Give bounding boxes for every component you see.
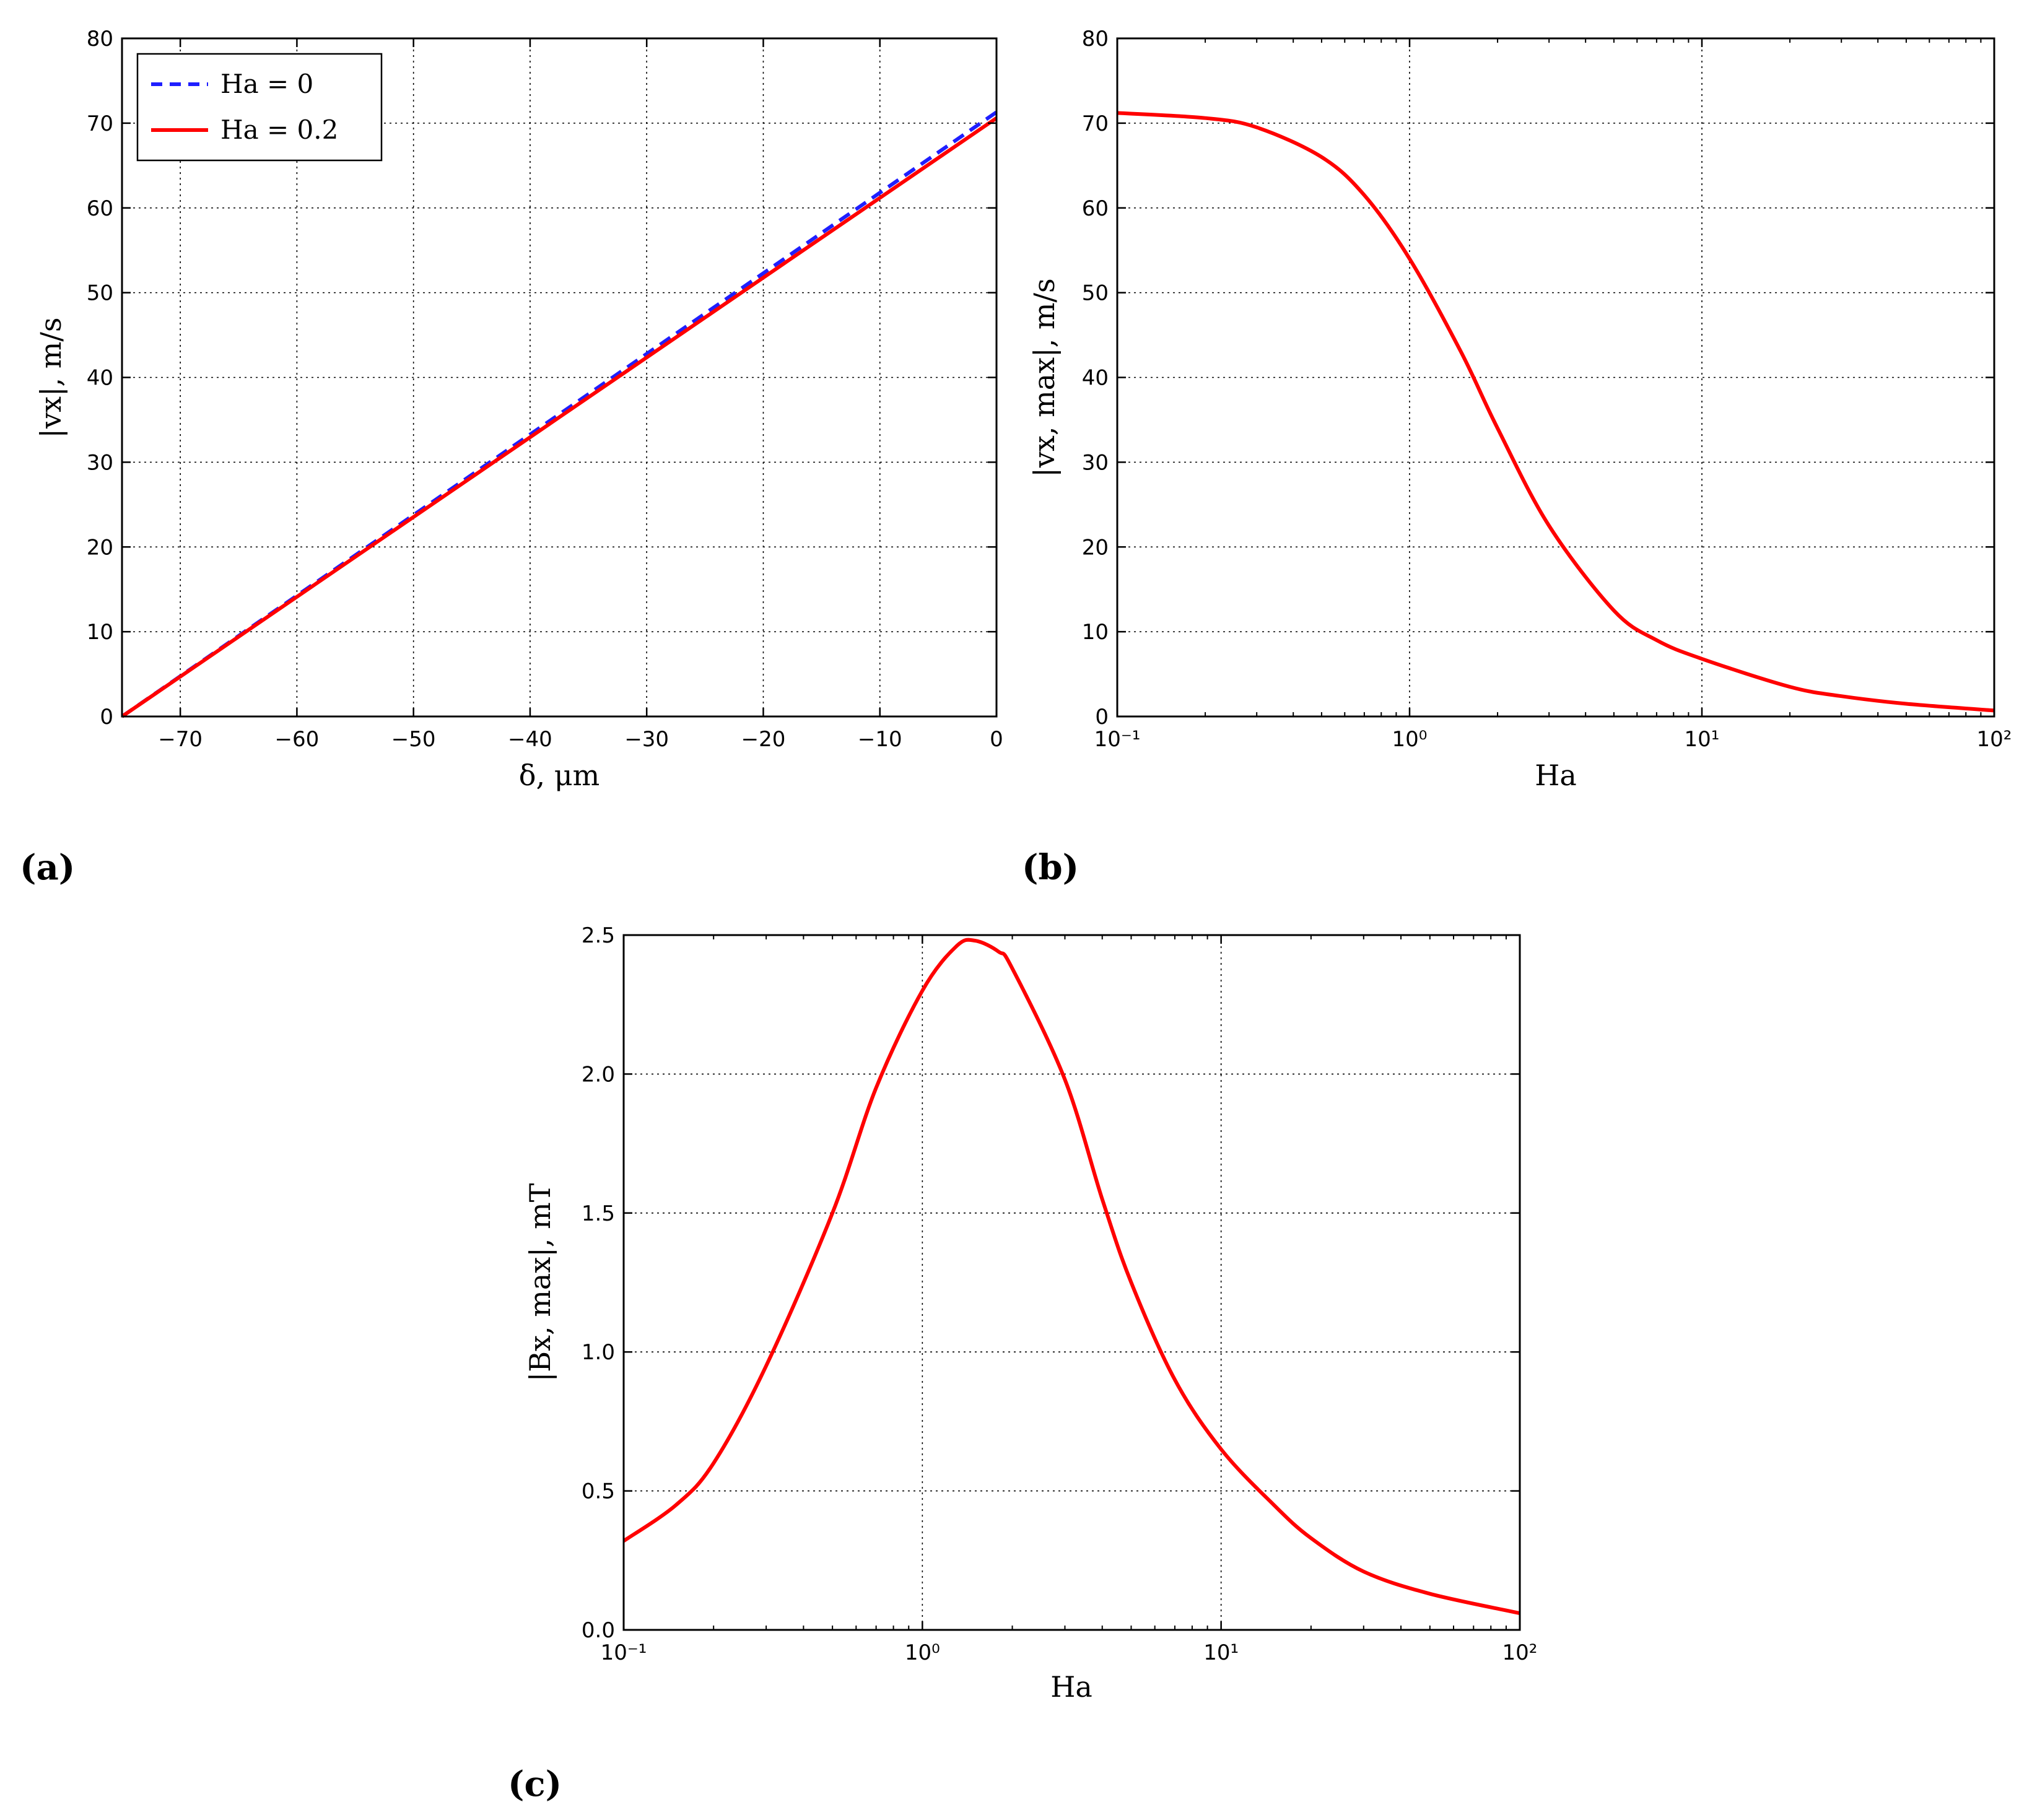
x-axis-label-b: Ha: [1535, 759, 1577, 792]
chart-a: −70 −60 −50 −40 −30 −20 −10 001020304050607080 …: [20, 27, 1003, 888]
legend-label-ha02: Ha = 0.2: [220, 115, 338, 145]
series-line-a-1: [121, 116, 998, 718]
y-tick-label: 0: [100, 705, 113, 729]
y-tick-label: 0: [1095, 705, 1109, 729]
panel-label-b: (b): [1022, 847, 1079, 888]
y-tick-label: 50: [1082, 281, 1109, 306]
y-tick-label: 60: [87, 196, 113, 221]
chart-b: 10⁻¹ 10⁰ 10¹ 10² 0 10 20 30 40 50 60 70 80 Ha |vx, m…: [1022, 27, 2012, 888]
y-tick-label: 50: [87, 281, 113, 306]
panel-label-c: (c): [508, 1764, 562, 1805]
ticks-c: 10⁻¹ 10⁰ 10¹ 10² 0.0 0.5 1.0 1.5 2.0 2.5: [582, 923, 1538, 1665]
y-tick-label: 20: [87, 535, 113, 560]
y-tick-label: 20: [1082, 535, 1109, 560]
y-tick-label: 0.5: [582, 1479, 615, 1504]
y-tick-label: 70: [1082, 111, 1109, 136]
chart-c: 10⁻¹ 10⁰ 10¹ 10² 0.0 0.5 1.0 1.5 2.0 2.5 Ha |Bx, …: [508, 923, 1537, 1805]
y-tick-label: 40: [87, 366, 113, 391]
y-tick-label: 1.5: [582, 1201, 615, 1226]
series-c: [622, 938, 1520, 1616]
x-tick-label: 10⁻¹: [601, 1640, 647, 1665]
x-axis-label-c: Ha: [1050, 1670, 1092, 1704]
y-tick-label: 2.0: [582, 1062, 615, 1087]
plot-frame-b: [1116, 37, 1995, 718]
x-tick-label: 10¹: [1203, 1640, 1239, 1665]
y-tick-label: 10: [1082, 620, 1109, 645]
grid-c: [624, 935, 1520, 1630]
series-a: [121, 110, 998, 718]
legend-a: Ha = 0 Ha = 0.2: [136, 53, 383, 162]
y-tick-label: 70: [87, 111, 113, 136]
y-tick-label: 30: [1082, 450, 1109, 475]
x-tick-label: 10⁻¹: [1094, 727, 1141, 752]
x-tick-label: −50: [391, 727, 436, 752]
x-tick-label: −10: [858, 727, 902, 752]
y-axis-label-c: |Bx, max|, mT: [523, 1183, 557, 1382]
grid-b: [1117, 38, 1994, 716]
x-tick-label: −30: [624, 727, 669, 752]
x-tick-label: 10⁰: [905, 1640, 940, 1665]
x-tick-label: −20: [741, 727, 786, 752]
ticks-b: 10⁻¹ 10⁰ 10¹ 10² 0 10 20 30 40 50 60 70 80: [1082, 27, 2012, 752]
x-tick-label: 0: [990, 727, 1003, 752]
x-tick-label: 10²: [1502, 1640, 1538, 1665]
x-tick-label: 10²: [1977, 727, 2012, 752]
x-tick-label: 10¹: [1685, 727, 1720, 752]
y-tick-label: 80: [1082, 27, 1109, 51]
x-axis-label-a: δ, μm: [519, 759, 600, 792]
ticks-a: −70 −60 −50 −40 −30 −20 −10 0 0 10 20 30 40 50 60 70 80: [87, 27, 1003, 752]
legend-label-ha0: Ha = 0: [220, 69, 313, 99]
y-tick-label: 60: [1082, 196, 1109, 221]
x-tick-label: −40: [508, 727, 552, 752]
y-tick-label: 10: [87, 620, 113, 645]
x-tick-label: −70: [158, 727, 203, 752]
y-tick-label: 1.0: [582, 1340, 615, 1365]
x-tick-label: 10⁰: [1392, 727, 1428, 752]
y-tick-label: 40: [1082, 366, 1109, 391]
y-axis-label-b: |vx, max|, m/s: [1027, 278, 1061, 477]
plot-frame-c: [622, 934, 1521, 1631]
series-line-b-0: [1117, 111, 1995, 713]
series-line-c-0: [622, 938, 1520, 1616]
series-b: [1117, 111, 1995, 713]
y-tick-label: 2.5: [582, 923, 615, 948]
y-axis-label-a: |vx|, m/s: [34, 318, 68, 438]
y-tick-label: 30: [87, 450, 113, 475]
panel-label-a: (a): [20, 847, 75, 888]
y-tick-label: 0.0: [582, 1618, 615, 1643]
x-tick-label: −60: [275, 727, 320, 752]
y-tick-label: 80: [87, 27, 113, 51]
